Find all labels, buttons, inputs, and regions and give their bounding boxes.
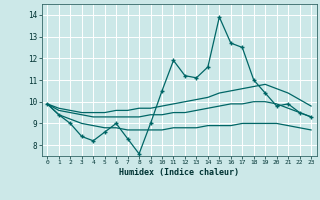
X-axis label: Humidex (Indice chaleur): Humidex (Indice chaleur) [119, 168, 239, 177]
